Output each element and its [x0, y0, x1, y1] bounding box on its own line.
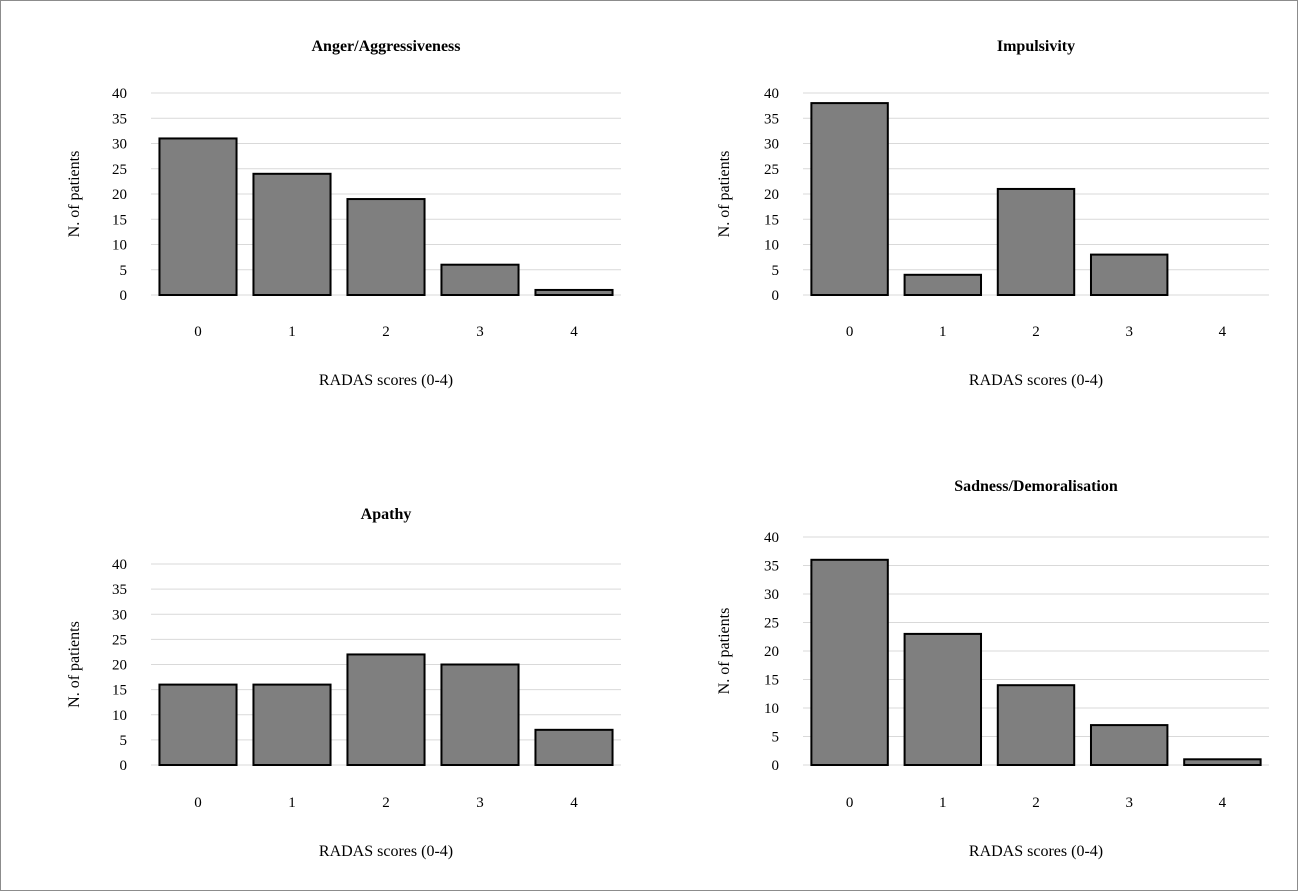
- chart-panel-2: Apathy 0 5 10 15 20 25 30 35 40 0 1 2 3 4 RADAS scores …: [66, 506, 621, 860]
- y-tick-label: 15: [112, 212, 127, 228]
- y-tick-label: 30: [112, 607, 127, 623]
- chart-title: Sadness/Demoralisation: [954, 478, 1118, 495]
- y-tick-label: 15: [764, 212, 779, 228]
- x-tick-label: 3: [476, 795, 484, 811]
- y-tick-label: 5: [772, 730, 780, 746]
- bar-4: [1183, 758, 1262, 766]
- x-axis-label: RADAS scores (0-4): [319, 843, 453, 860]
- y-tick-label: 0: [772, 288, 780, 304]
- x-tick-label: 1: [939, 324, 947, 340]
- bar-0: [158, 137, 238, 296]
- chart-title: Anger/Aggressiveness: [311, 38, 460, 55]
- bar-0: [810, 102, 889, 296]
- chart-title: Apathy: [361, 506, 412, 523]
- y-tick-label: 30: [764, 137, 779, 153]
- y-axis-label: N. of patients: [716, 151, 733, 238]
- y-tick-label: 10: [112, 238, 127, 254]
- chart-panel-3: Sadness/Demoralisation 0 5 10 15 20 25 30 35 40 0 1…: [716, 478, 1269, 860]
- y-tick-label: 10: [112, 708, 127, 724]
- chart-panel-0: Anger/Aggressiveness 0 5 10 15 20 25 30 35 40 0 1 2 3…: [66, 38, 621, 389]
- y-axis-label: N. of patients: [716, 608, 733, 695]
- x-axis-label: RADAS scores (0-4): [319, 372, 453, 389]
- bar-1: [252, 172, 332, 296]
- bar-2: [996, 684, 1076, 767]
- bar-3: [440, 263, 520, 297]
- x-axis-label: RADAS scores (0-4): [969, 843, 1103, 860]
- y-tick-label: 0: [772, 758, 780, 774]
- bar-3: [1089, 253, 1169, 297]
- x-tick-label: 0: [846, 324, 854, 340]
- x-tick-label: 2: [382, 324, 390, 340]
- bar-0: [810, 558, 889, 766]
- y-tick-label: 20: [764, 644, 779, 660]
- x-tick-label: 4: [570, 795, 578, 811]
- x-tick-label: 4: [1219, 324, 1227, 340]
- x-tick-label: 4: [1219, 795, 1227, 811]
- x-tick-label: 3: [1125, 324, 1133, 340]
- x-tick-label: 1: [939, 795, 947, 811]
- x-tick-label: 2: [1032, 795, 1040, 811]
- x-tick-label: 0: [194, 795, 202, 811]
- bar-2: [346, 198, 426, 296]
- y-tick-label: 35: [764, 111, 779, 127]
- y-tick-label: 25: [764, 162, 779, 178]
- chart-panel-1: Impulsivity 0 5 10 15 20 25 30 35 40 0 1 2 3 4 RADAS sc…: [716, 38, 1269, 389]
- y-tick-label: 5: [772, 263, 780, 279]
- y-tick-label: 30: [112, 137, 127, 153]
- y-tick-label: 35: [112, 582, 127, 598]
- y-tick-label: 20: [764, 187, 779, 203]
- x-tick-label: 1: [288, 324, 296, 340]
- y-tick-label: 40: [112, 86, 127, 102]
- y-tick-label: 0: [120, 758, 128, 774]
- y-tick-label: 20: [112, 658, 127, 674]
- y-tick-label: 40: [764, 86, 779, 102]
- y-axis-label: N. of patients: [66, 151, 83, 238]
- x-tick-label: 4: [570, 324, 578, 340]
- y-tick-label: 40: [112, 557, 127, 573]
- y-tick-label: 15: [764, 673, 779, 689]
- y-tick-label: 5: [120, 263, 128, 279]
- bar-1: [903, 632, 983, 767]
- y-tick-label: 10: [764, 238, 779, 254]
- y-tick-label: 25: [112, 632, 127, 648]
- bar-3: [1089, 724, 1169, 766]
- x-tick-label: 2: [382, 795, 390, 811]
- x-tick-label: 3: [1125, 795, 1133, 811]
- x-tick-label: 0: [846, 795, 854, 811]
- x-tick-label: 2: [1032, 324, 1040, 340]
- bar-2: [346, 653, 426, 767]
- y-tick-label: 10: [764, 701, 779, 717]
- bar-2: [996, 187, 1076, 296]
- y-tick-label: 25: [764, 616, 779, 632]
- y-tick-label: 20: [112, 187, 127, 203]
- bar-3: [440, 663, 520, 766]
- x-tick-label: 3: [476, 324, 484, 340]
- bar-4: [534, 288, 614, 297]
- chart-title: Impulsivity: [997, 38, 1075, 55]
- y-tick-label: 35: [112, 111, 127, 127]
- y-axis-label: N. of patients: [66, 621, 83, 708]
- y-tick-label: 40: [764, 530, 779, 546]
- y-tick-label: 15: [112, 683, 127, 699]
- bar-1: [252, 683, 332, 766]
- bar-1: [903, 273, 983, 296]
- x-tick-label: 0: [194, 324, 202, 340]
- y-tick-label: 35: [764, 559, 779, 575]
- bar-4: [534, 728, 614, 767]
- x-tick-label: 1: [288, 795, 296, 811]
- y-tick-label: 0: [120, 288, 128, 304]
- y-tick-label: 30: [764, 587, 779, 603]
- y-tick-label: 5: [120, 733, 128, 749]
- y-tick-label: 25: [112, 162, 127, 178]
- bar-0: [158, 683, 238, 766]
- x-axis-label: RADAS scores (0-4): [969, 372, 1103, 389]
